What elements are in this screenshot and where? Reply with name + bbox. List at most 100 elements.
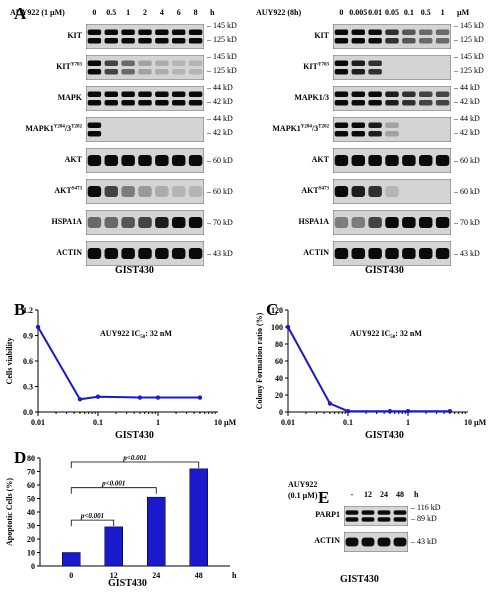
row-label-text: MAPK1 <box>272 123 301 133</box>
significance-bracket <box>70 519 115 527</box>
a-left-kd-marker: – 42 kD <box>207 127 233 137</box>
bar <box>104 526 123 567</box>
ic50-annotation: AUY922 IC50: 32 nM <box>350 329 422 340</box>
x-tick-label: 10 <box>214 418 222 427</box>
blot-band <box>351 131 366 137</box>
blot-background <box>86 55 204 80</box>
blot-band <box>351 122 366 128</box>
row-label-text: KIT <box>56 61 71 71</box>
x-tick-label: 0 <box>69 571 73 578</box>
a-right-blot-strip <box>333 179 451 204</box>
blot-band <box>385 100 399 106</box>
a-right-blot-strip <box>333 117 451 142</box>
blot-band <box>171 38 186 44</box>
row-label-text: KIT <box>314 30 329 40</box>
blot-band <box>171 248 186 259</box>
blot-band <box>104 60 119 66</box>
a-left-blot-strip <box>86 86 204 111</box>
blot-band <box>155 38 169 44</box>
a-right-lane-label: 0.005 <box>349 8 368 17</box>
a-left-lane-label: 8 <box>193 8 198 17</box>
blot-band <box>188 60 203 66</box>
blot-band <box>385 186 399 197</box>
blot-band <box>385 155 399 166</box>
blot-band <box>138 91 152 97</box>
blot-band <box>368 69 382 75</box>
e-unit: h <box>414 490 419 499</box>
data-point <box>197 395 203 400</box>
blot-band <box>87 60 102 66</box>
a-left-kd-marker: – 125 kD <box>207 65 237 75</box>
a-right-kd-marker: – 60 kD <box>454 155 480 165</box>
a-right-kd-marker: – 42 kD <box>454 127 480 137</box>
row-label-text: KIT <box>303 61 318 71</box>
significance-bracket <box>70 461 200 468</box>
blot-band <box>334 186 349 197</box>
blot-band <box>188 217 203 228</box>
significance-label: p<0.001 <box>80 512 104 520</box>
blot-band <box>87 122 102 128</box>
blot-band <box>351 91 366 97</box>
x-tick-label: 0.01 <box>31 418 45 427</box>
a-left-kd-marker: – 125 kD <box>207 34 237 44</box>
blot-band <box>351 100 366 106</box>
blot-band <box>188 155 203 166</box>
row-label-text2: /3 <box>311 123 319 133</box>
blot-band <box>351 155 366 166</box>
data-point <box>405 408 411 414</box>
a-right-row-label: AKT <box>233 155 329 164</box>
blot-band <box>87 186 102 197</box>
blot-background <box>86 117 204 142</box>
y-tick-label: 70 <box>27 468 35 477</box>
a-left-kd-marker: – 42 kD <box>207 96 233 106</box>
blot-band <box>188 29 203 35</box>
a-right-kd-marker: – 125 kD <box>454 34 484 44</box>
blot-band <box>334 131 349 137</box>
caption-a-right: GIST430 <box>365 265 404 276</box>
row-label-text: AKT <box>301 185 319 195</box>
blot-band <box>188 248 203 259</box>
y-tick-label: 1.2 <box>23 306 33 315</box>
a-right-kd-marker: – 125 kD <box>454 65 484 75</box>
e-lane-label: - <box>350 490 354 499</box>
y-tick-label: 0.3 <box>23 383 33 392</box>
y-tick-label: 10 <box>27 549 35 558</box>
blot-band <box>334 248 349 259</box>
caption-d: GIST430 <box>108 578 147 589</box>
blot-band <box>155 100 169 106</box>
bar <box>147 496 166 567</box>
blot-band <box>435 248 450 259</box>
a-left-row-label: AKT <box>0 155 82 164</box>
blot-band <box>155 248 169 259</box>
blot-band <box>87 69 102 75</box>
bar <box>189 468 208 567</box>
y-tick-label: 40 <box>27 508 35 517</box>
blot-band <box>351 248 366 259</box>
blot-band <box>345 510 359 515</box>
x-unit-label: h <box>232 571 237 578</box>
a-right-row-label: AKTS473 <box>233 186 329 195</box>
blot-band <box>87 29 102 35</box>
y-tick-label: 0.6 <box>23 357 33 366</box>
e-lane-label: 24 <box>380 490 388 499</box>
y-axis-label: Colony Formation ratio (%) <box>255 312 264 409</box>
y-tick-label: 100 <box>271 323 283 332</box>
y-tick-label: 60 <box>275 357 283 366</box>
row-label-sup2: T202 <box>318 123 329 129</box>
blot-band <box>171 69 186 75</box>
blot-band <box>418 155 433 166</box>
blot-band <box>385 122 399 128</box>
y-tick-label: 120 <box>271 306 283 315</box>
x-tick-label: 1 <box>406 418 410 427</box>
blot-band <box>87 155 102 166</box>
e-lane-label: 48 <box>396 490 404 499</box>
e-kd-marker: – 43 kD <box>411 537 437 546</box>
blot-band <box>121 60 135 66</box>
a-left-lane-label: 0.5 <box>106 8 117 17</box>
blot-band <box>351 38 366 44</box>
caption-e: GIST430 <box>340 574 379 585</box>
blot-band <box>155 186 169 197</box>
y-tick-label: 20 <box>27 535 35 544</box>
blot-band <box>361 510 375 515</box>
a-right-blot-strip <box>333 24 451 49</box>
